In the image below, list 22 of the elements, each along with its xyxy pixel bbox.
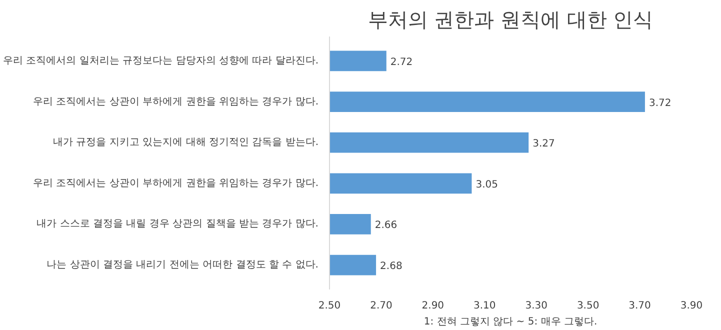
y-tick-label: 우리 조직에서는 상관이 부하에게 권한을 위임하는 경우가 많다.	[33, 96, 319, 108]
y-tick-label: 내가 규정을 지키고 있는지에 대해 정기적인 감독을 받는다.	[53, 137, 319, 148]
x-tick-label: 3.10	[474, 300, 496, 312]
x-tick-label: 2.90	[422, 300, 444, 312]
x-tick-label: 2.50	[318, 300, 341, 312]
chart-title: 부처의 권한과 원칙에 대한 인식	[368, 8, 654, 32]
x-axis-title: 1: 전혀 그렇지 않다 ~ 5: 매우 그렇다.	[424, 316, 598, 328]
data-label: 3.05	[476, 179, 498, 190]
x-tick-label: 3.50	[576, 300, 600, 312]
x-tick-label: 3.90	[680, 300, 703, 312]
x-tick-label: 2.70	[370, 300, 392, 312]
y-tick-label: 나는 상관이 결정을 내리기 전에는 어떠한 결정도 할 수 없다.	[46, 260, 319, 271]
y-tick-label: 우리 조직에서는 상관이 부하에게 권한을 위임하는 경우가 많다.	[33, 178, 319, 189]
x-tick-label: 3.70	[628, 300, 651, 312]
y-tick-label: 우리 조직에서의 일처리는 규정보다는 담당자의 성향에 따라 달라진다.	[3, 55, 319, 66]
data-label: 3.27	[532, 138, 555, 150]
data-label: 2.66	[374, 220, 398, 232]
data-label: 2.68	[380, 261, 402, 272]
data-label: 3.72	[648, 98, 672, 109]
x-tick-label: 3.30	[525, 300, 548, 312]
data-label: 2.72	[390, 56, 413, 68]
y-tick-label: 내가 스스로 결정을 내릴 경우 상관의 질책을 받는 경우가 많다.	[36, 218, 319, 230]
